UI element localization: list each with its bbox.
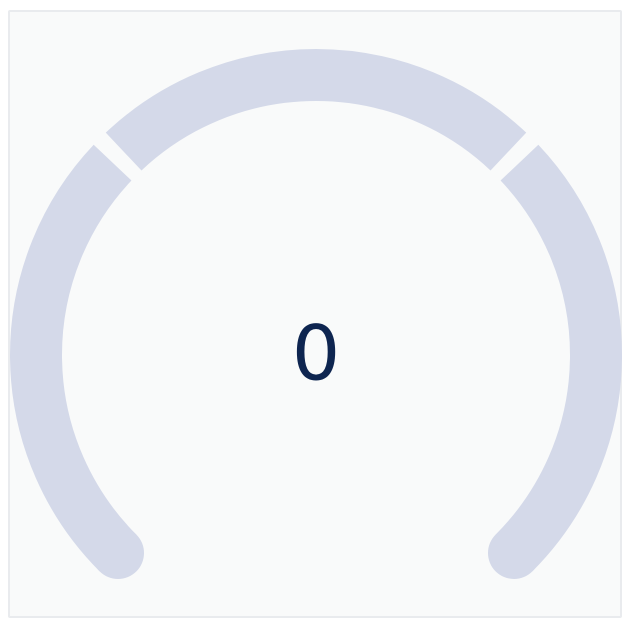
gauge-end-cap (487, 526, 540, 579)
gauge-track (10, 49, 622, 579)
gauge-segment-3 (495, 144, 622, 572)
gauge-segment-2 (105, 49, 527, 171)
gauge-segment-1 (10, 144, 137, 572)
gauge-value: 0 (292, 309, 340, 398)
gauge-start-cap (92, 526, 145, 579)
